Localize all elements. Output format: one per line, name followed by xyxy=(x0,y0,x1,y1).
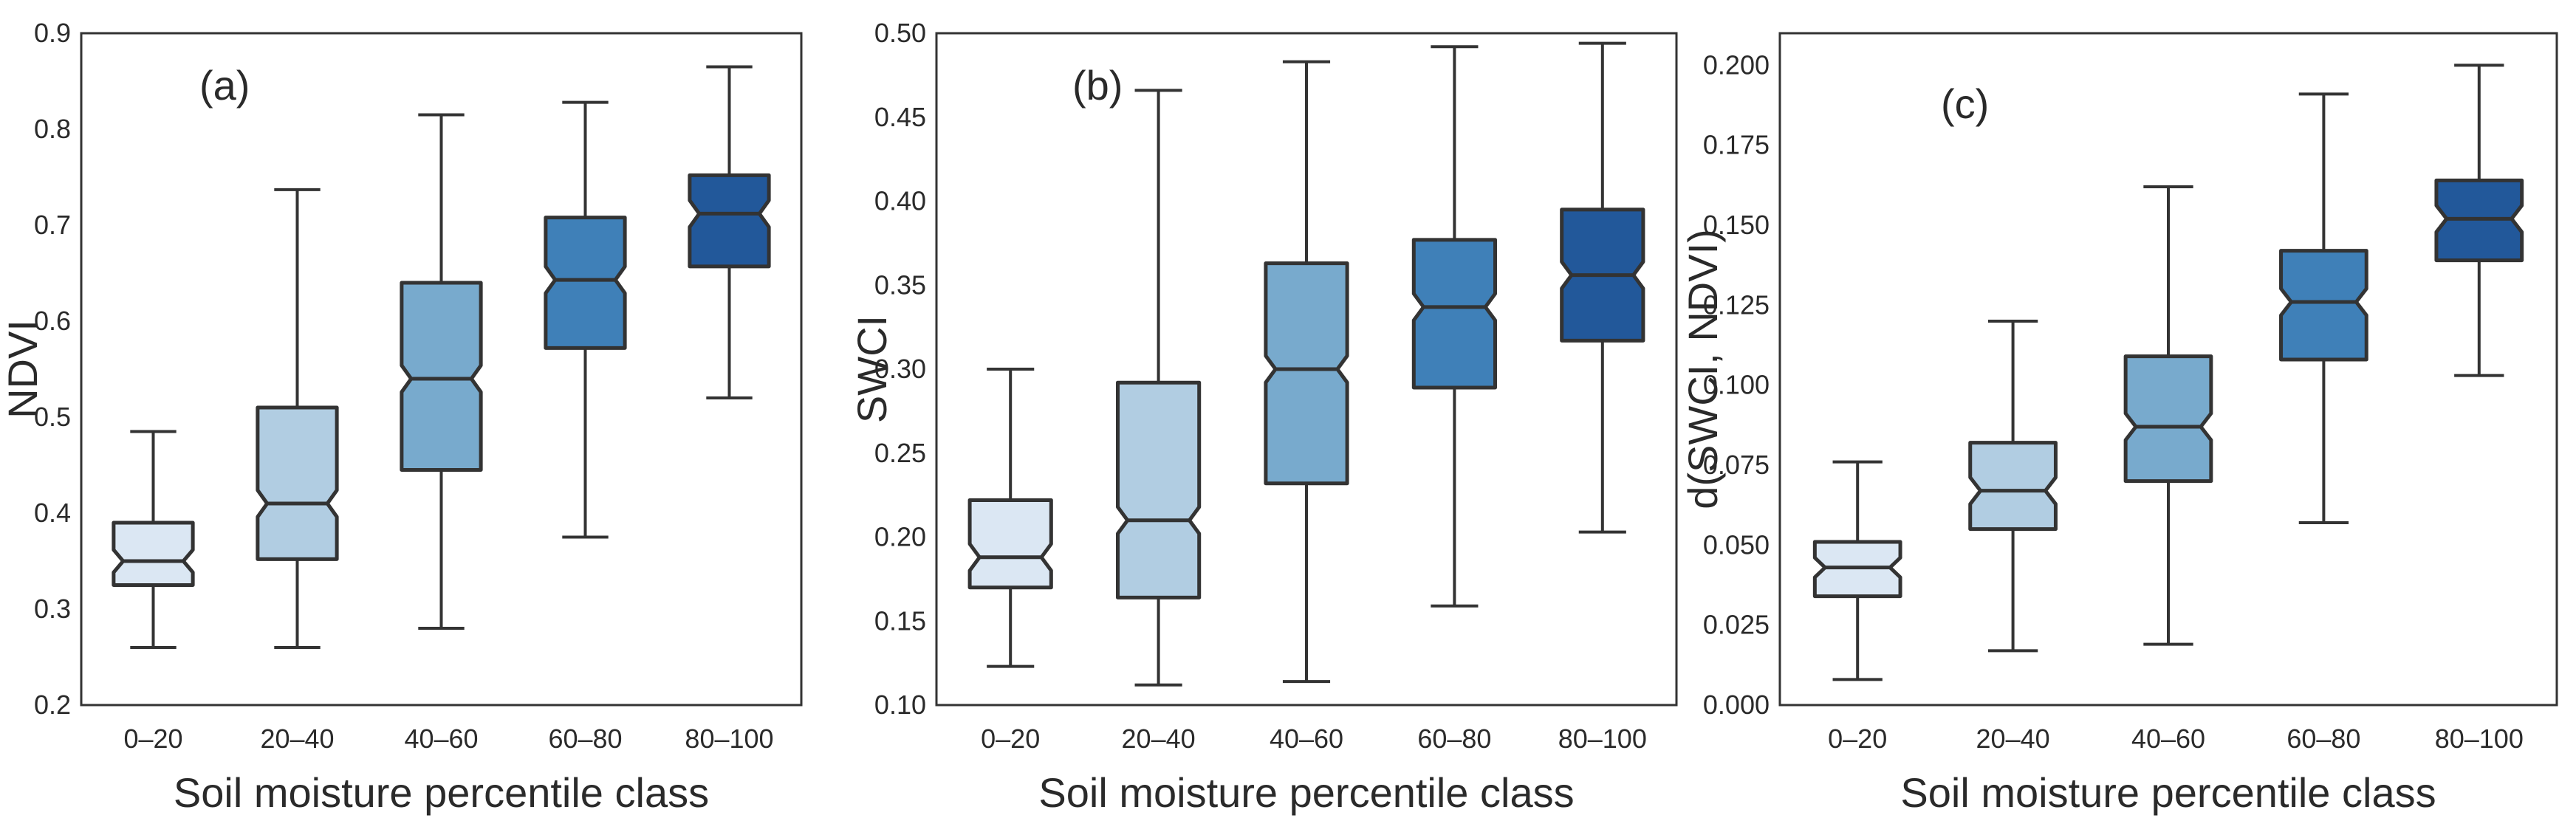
box-body xyxy=(2279,249,2368,362)
y-tick-label: 0.025 xyxy=(1703,610,1770,640)
box-body xyxy=(1264,261,1349,486)
y-tick-label: 0.050 xyxy=(1703,529,1770,560)
x-tick-label: 80–100 xyxy=(2435,724,2524,754)
box-0–20 xyxy=(1812,460,1902,681)
box-body xyxy=(1968,441,2058,532)
panel-label: (a) xyxy=(199,62,250,109)
y-tick-label: 0.10 xyxy=(874,690,926,720)
y-tick-label: 0.45 xyxy=(874,102,926,132)
x-tick-label: 40–60 xyxy=(1270,724,1343,754)
y-tick-label: 0.175 xyxy=(1703,130,1770,160)
panel-label: (b) xyxy=(1072,62,1123,109)
y-tick-label: 0.5 xyxy=(34,402,71,432)
y-axis-label: d(SWCI, NDVI) xyxy=(1679,229,1726,509)
box-40–60 xyxy=(2123,185,2213,646)
box-body xyxy=(2123,354,2213,484)
x-tick-label: 20–40 xyxy=(260,724,334,754)
y-tick-label: 0.125 xyxy=(1703,289,1770,320)
y-tick-label: 0.50 xyxy=(874,18,926,48)
box-body xyxy=(256,405,339,561)
x-tick-label: 0–20 xyxy=(1828,724,1887,754)
x-axis-label: Soil moisture percentile class xyxy=(174,769,709,816)
y-tick-label: 0.200 xyxy=(1703,49,1770,80)
x-tick-label: 80–100 xyxy=(1558,724,1647,754)
x-tick-label: 0–20 xyxy=(981,724,1040,754)
box-80–100 xyxy=(1560,41,1645,534)
y-tick-label: 0.25 xyxy=(874,438,926,468)
x-tick-label: 40–60 xyxy=(2131,724,2205,754)
box-80–100 xyxy=(2434,63,2524,377)
box-body xyxy=(967,498,1053,590)
panel-label: (c) xyxy=(1941,80,1989,127)
x-tick-label: 20–40 xyxy=(1976,724,2050,754)
box-80–100 xyxy=(688,65,771,399)
x-tick-label: 40–60 xyxy=(404,724,478,754)
y-tick-label: 0.15 xyxy=(874,605,926,636)
y-axis-label: SWCI xyxy=(849,315,895,423)
box-20–40 xyxy=(256,188,339,649)
y-tick-label: 0.35 xyxy=(874,269,926,300)
y-tick-label: 0.075 xyxy=(1703,450,1770,480)
box-40–60 xyxy=(400,113,483,630)
box-body xyxy=(112,520,195,587)
box-40–60 xyxy=(1264,60,1349,684)
box-body xyxy=(688,173,771,269)
y-tick-label: 0.2 xyxy=(34,690,71,720)
y-tick-label: 0.6 xyxy=(34,306,71,336)
y-tick-label: 0.100 xyxy=(1703,370,1770,400)
box-20–40 xyxy=(1115,89,1202,687)
x-tick-label: 80–100 xyxy=(685,724,773,754)
box-body xyxy=(544,216,627,350)
box-60–80 xyxy=(544,100,627,539)
plot-frame xyxy=(80,32,803,707)
box-body xyxy=(400,281,483,472)
box-body xyxy=(1411,238,1498,390)
y-tick-label: 0.7 xyxy=(34,210,71,240)
y-tick-label: 0.20 xyxy=(874,522,926,552)
box-60–80 xyxy=(1411,45,1498,608)
x-axis-label: Soil moisture percentile class xyxy=(1900,769,2436,816)
y-tick-label: 0.30 xyxy=(874,354,926,384)
panel-3: 0.000 0.025 0.050 0.075 0.100 0.125 0.150 0.175… xyxy=(1679,32,2558,816)
x-tick-label: 60–80 xyxy=(1417,724,1491,754)
x-axis-label: Soil moisture percentile class xyxy=(1038,769,1574,816)
plot-frame xyxy=(935,32,1678,707)
panel-2: 0.10 0.15 0.20 0.25 0.30 0.35 0.40 0.45 0.50 0–20… xyxy=(849,18,1678,816)
y-tick-label: 0.000 xyxy=(1703,690,1770,720)
panel-1: 0.2 0.3 0.4 0.5 0.6 0.7 0.8 0.9 0–20 20–40 40–60 60… xyxy=(0,18,803,816)
box-0–20 xyxy=(112,430,195,649)
x-tick-label: 0–20 xyxy=(123,724,182,754)
x-tick-label: 60–80 xyxy=(548,724,622,754)
box-0–20 xyxy=(967,368,1053,668)
y-tick-label: 0.150 xyxy=(1703,210,1770,240)
y-tick-label: 0.9 xyxy=(34,18,71,48)
box-body xyxy=(1115,380,1202,599)
y-tick-label: 0.3 xyxy=(34,594,71,624)
y-tick-label: 0.40 xyxy=(874,186,926,216)
y-tick-label: 0.4 xyxy=(34,498,71,528)
plot-frame xyxy=(1778,32,2558,707)
y-axis-label: NDVI xyxy=(0,320,46,419)
x-tick-label: 20–40 xyxy=(1122,724,1196,754)
box-60–80 xyxy=(2279,92,2368,524)
box-20–40 xyxy=(1968,320,2058,653)
y-tick-label: 0.8 xyxy=(34,114,71,144)
x-tick-label: 60–80 xyxy=(2286,724,2360,754)
